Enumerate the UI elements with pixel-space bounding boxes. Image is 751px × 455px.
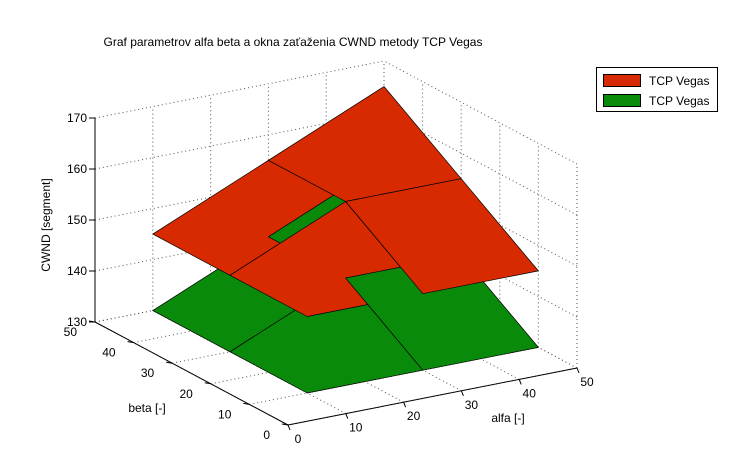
x-tick-mark: [518, 379, 522, 385]
x-tick-mark: [576, 367, 580, 374]
grid-line: [268, 287, 462, 392]
legend: TCP Vegas TCP Vegas: [596, 67, 718, 112]
z-tick-label: 170: [67, 111, 87, 125]
y-tick-label: 10: [218, 407, 232, 421]
y-tick-label: 0: [263, 428, 270, 442]
legend-item: TCP Vegas: [603, 93, 715, 109]
legend-label: TCP Vegas: [649, 74, 710, 88]
x-tick-label: 40: [523, 386, 537, 400]
legend-item: TCP Vegas: [603, 73, 715, 89]
x-axis-label: alfa [-]: [491, 411, 524, 425]
y-tick-label: 30: [141, 366, 155, 380]
x-tick-mark: [345, 413, 349, 419]
y-tick-label: 20: [179, 387, 193, 401]
grid-line: [383, 162, 578, 267]
y-tick-mark: [127, 341, 134, 344]
x-tick-mark: [287, 424, 291, 431]
grid-line: [152, 310, 347, 415]
grid-line: [383, 213, 578, 318]
z-tick-label: 140: [67, 264, 87, 278]
z-tick-label: 150: [67, 213, 87, 227]
axes-lines: [88, 117, 580, 431]
grid-line: [383, 60, 578, 165]
y-tick-label: 50: [64, 325, 78, 339]
legend-swatch-red: [603, 74, 641, 87]
y-tick-mark: [204, 382, 211, 385]
x-tick-label: 30: [465, 398, 479, 412]
surface-layer: [152, 86, 539, 394]
grid-line: [210, 298, 404, 403]
grid-line: [94, 60, 385, 119]
x-tick-label: 50: [580, 375, 594, 389]
legend-swatch-green: [603, 94, 641, 107]
x-tick-label: 10: [349, 421, 363, 435]
chart-title: Graf parametrov alfa beta a okna zaťažen…: [104, 35, 483, 49]
grid-line: [325, 275, 520, 380]
surface-patch: [345, 178, 539, 295]
x-tick-label: 0: [295, 432, 302, 446]
y-tick-mark: [243, 402, 250, 405]
legend-label: TCP Vegas: [649, 94, 710, 108]
x-tick-label: 20: [407, 409, 421, 423]
y-axis-line: [94, 321, 289, 426]
y-tick-mark: [281, 423, 289, 426]
z-axis-label: CWND [segment]: [39, 178, 53, 271]
grid-line: [383, 264, 578, 369]
x-tick-mark: [460, 390, 464, 396]
z-tick-label: 130: [67, 315, 87, 329]
y-axis-label: beta [-]: [128, 401, 165, 415]
x-tick-mark: [403, 402, 407, 408]
x-axis-line: [287, 367, 578, 426]
z-tick-label: 160: [67, 162, 87, 176]
grid-line: [383, 111, 578, 216]
y-tick-mark: [166, 361, 173, 364]
y-tick-label: 40: [102, 346, 116, 360]
